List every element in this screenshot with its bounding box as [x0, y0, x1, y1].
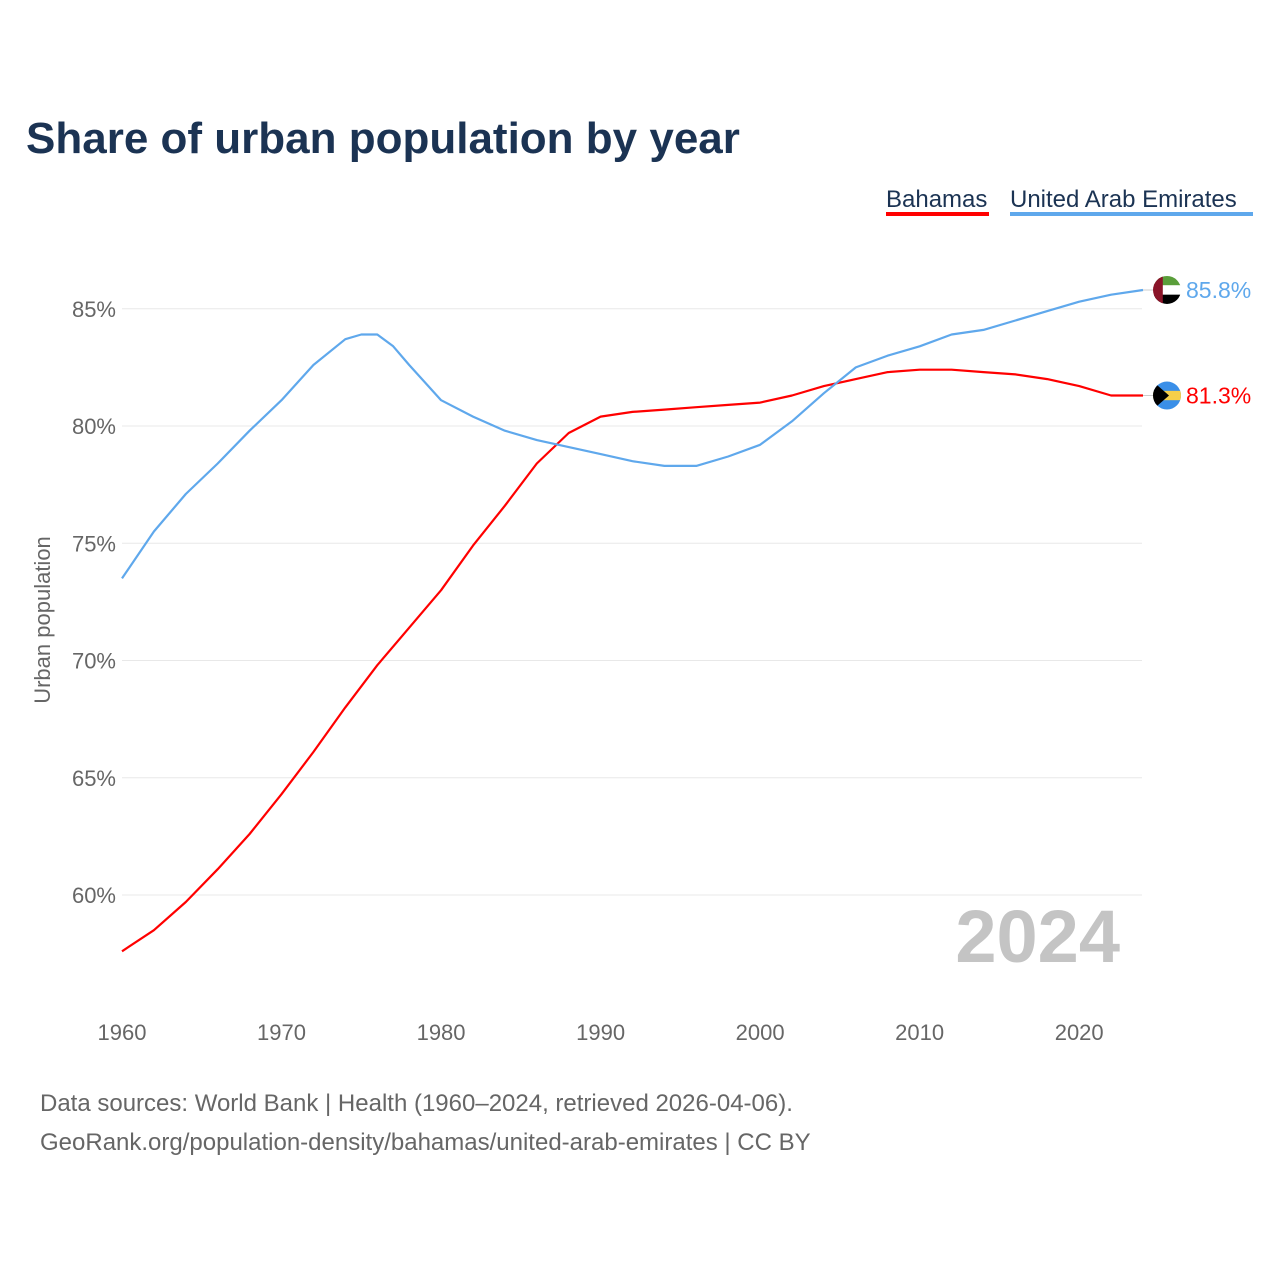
- flag-band-red: [1153, 275, 1163, 304]
- footer-sources: Data sources: World Bank | Health (1960–…: [40, 1090, 793, 1117]
- series-end-labels: 81.3% 85.8%: [1143, 275, 1251, 410]
- x-tick-label: 1990: [576, 1020, 625, 1045]
- bahamas-flag-icon: [1153, 381, 1181, 410]
- flag-stripe-green: [1153, 275, 1181, 286]
- series-line-united-arab-emirates: [121, 288, 1144, 580]
- legend-swatch: [886, 212, 989, 216]
- y-tick-label: 75%: [72, 531, 116, 556]
- y-tick-label: 70%: [72, 649, 116, 674]
- x-tick-label: 2000: [736, 1020, 785, 1045]
- grid: [122, 308, 1142, 896]
- flag: [1153, 381, 1181, 410]
- legend-swatch: [1010, 212, 1253, 216]
- flag-stripe-white: [1153, 285, 1181, 295]
- year-watermark: 2024: [955, 895, 1120, 978]
- flag-stripe-black: [1153, 294, 1181, 304]
- x-tick-label: 2010: [895, 1020, 944, 1045]
- x-axis: 1960 1970 1980 1990 2000 2010 2020: [98, 1020, 1104, 1045]
- y-tick-label: 65%: [72, 766, 116, 791]
- footer-link[interactable]: GeoRank.org/population-density/bahamas/u…: [40, 1129, 811, 1156]
- y-tick-label: 85%: [72, 297, 116, 322]
- x-tick-label: 2020: [1055, 1020, 1104, 1045]
- end-value-label: 85.8%: [1186, 277, 1251, 303]
- legend-label: Bahamas: [886, 186, 987, 213]
- y-axis: 60% 65% 70% 75% 80% 85%: [72, 297, 116, 908]
- chart-title: Share of urban population by year: [26, 114, 740, 163]
- x-tick-label: 1960: [98, 1020, 147, 1045]
- flag: [1153, 275, 1181, 304]
- x-tick-label: 1970: [257, 1020, 306, 1045]
- legend: Bahamas United Arab Emirates: [886, 186, 1253, 216]
- flag-triangle: [1153, 381, 1169, 410]
- x-tick-label: 1980: [417, 1020, 466, 1045]
- uae-flag-icon: [1153, 275, 1181, 304]
- series-line-bahamas: [121, 368, 1143, 953]
- legend-label: United Arab Emirates: [1010, 186, 1237, 213]
- y-tick-label: 80%: [72, 414, 116, 439]
- end-value-label: 81.3%: [1186, 383, 1251, 409]
- y-axis-label: Urban population: [30, 536, 55, 704]
- y-tick-label: 60%: [72, 883, 116, 908]
- series-lines: [121, 288, 1144, 953]
